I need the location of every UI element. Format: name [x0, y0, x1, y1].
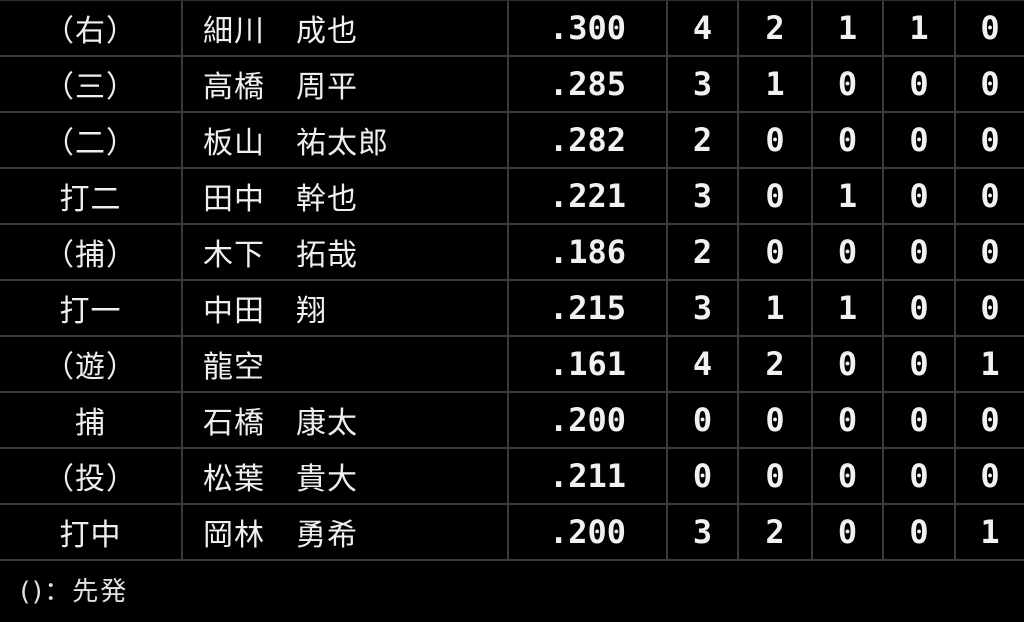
- stat-cell: 1: [739, 57, 811, 111]
- stat-cell: 0: [739, 449, 811, 503]
- stat-cell: 3: [668, 57, 737, 111]
- position-cell: （三）: [0, 57, 181, 111]
- position-cell: （遊）: [0, 337, 181, 391]
- stat-cell: 0: [739, 113, 811, 167]
- stat-cell: 0: [813, 337, 882, 391]
- table-row: 打一 中田 翔 .215 3 1 1 0 0: [0, 281, 1024, 335]
- stat-cell: 0: [813, 505, 882, 559]
- player-name-cell: 高橋 周平: [183, 57, 507, 111]
- batting-lineup-table: （右） 細川 成也 .300 4 2 1 1 0 （三） 高橋 周平 .285 …: [0, 0, 1024, 561]
- position-cell: （右）: [0, 1, 181, 55]
- player-name-cell: 木下 拓哉: [183, 225, 507, 279]
- stat-cell: 0: [884, 449, 954, 503]
- avg-cell: .285: [509, 57, 666, 111]
- position-cell: （捕）: [0, 225, 181, 279]
- stat-cell: 0: [956, 393, 1024, 447]
- stat-cell: 0: [813, 449, 882, 503]
- table-row: （投） 松葉 貴大 .211 0 0 0 0 0: [0, 449, 1024, 503]
- stat-cell: 3: [668, 505, 737, 559]
- stat-cell: 1: [813, 1, 882, 55]
- stat-cell: 0: [668, 449, 737, 503]
- player-name-cell: 岡林 勇希: [183, 505, 507, 559]
- position-cell: （投）: [0, 449, 181, 503]
- stat-cell: 3: [668, 169, 737, 223]
- player-name-cell: 中田 翔: [183, 281, 507, 335]
- player-name-cell: 細川 成也: [183, 1, 507, 55]
- avg-cell: .200: [509, 505, 666, 559]
- stat-cell: 1: [813, 169, 882, 223]
- stat-cell: 3: [668, 281, 737, 335]
- stat-cell: 0: [884, 113, 954, 167]
- avg-cell: .282: [509, 113, 666, 167]
- stat-cell: 1: [956, 337, 1024, 391]
- position-cell: 捕: [0, 393, 181, 447]
- stat-cell: 0: [956, 281, 1024, 335]
- avg-cell: .200: [509, 393, 666, 447]
- avg-cell: .161: [509, 337, 666, 391]
- starter-legend-note: ()：先発: [20, 577, 129, 607]
- avg-cell: .215: [509, 281, 666, 335]
- stat-cell: 0: [884, 57, 954, 111]
- table-row: （遊） 龍空 .161 4 2 0 0 1: [0, 337, 1024, 391]
- avg-cell: .221: [509, 169, 666, 223]
- stat-cell: 0: [813, 393, 882, 447]
- position-cell: 打一: [0, 281, 181, 335]
- table-row: （右） 細川 成也 .300 4 2 1 1 0: [0, 1, 1024, 55]
- avg-cell: .211: [509, 449, 666, 503]
- stat-cell: 0: [813, 57, 882, 111]
- stat-cell: 4: [668, 1, 737, 55]
- stat-cell: 2: [739, 1, 811, 55]
- stat-cell: 2: [668, 225, 737, 279]
- stat-cell: 0: [884, 393, 954, 447]
- stat-cell: 0: [813, 113, 882, 167]
- position-cell: 打中: [0, 505, 181, 559]
- player-name-cell: 松葉 貴大: [183, 449, 507, 503]
- stat-cell: 0: [956, 1, 1024, 55]
- stat-cell: 1: [884, 1, 954, 55]
- stat-cell: 0: [884, 281, 954, 335]
- table-row: 打二 田中 幹也 .221 3 0 1 0 0: [0, 169, 1024, 223]
- stat-cell: 0: [884, 169, 954, 223]
- stat-cell: 0: [884, 505, 954, 559]
- stat-cell: 1: [739, 281, 811, 335]
- table-row: （捕） 木下 拓哉 .186 2 0 0 0 0: [0, 225, 1024, 279]
- stat-cell: 0: [884, 225, 954, 279]
- stat-cell: 4: [668, 337, 737, 391]
- stat-cell: 1: [956, 505, 1024, 559]
- stat-cell: 0: [813, 225, 882, 279]
- stat-cell: 0: [956, 449, 1024, 503]
- table-row: 捕 石橋 康太 .200 0 0 0 0 0: [0, 393, 1024, 447]
- stat-cell: 0: [739, 225, 811, 279]
- table-row: （二） 板山 祐太郎 .282 2 0 0 0 0: [0, 113, 1024, 167]
- table-row: 打中 岡林 勇希 .200 3 2 0 0 1: [0, 505, 1024, 559]
- stat-cell: 0: [956, 113, 1024, 167]
- stat-cell: 0: [956, 225, 1024, 279]
- stat-cell: 0: [956, 57, 1024, 111]
- stat-cell: 0: [668, 393, 737, 447]
- player-name-cell: 板山 祐太郎: [183, 113, 507, 167]
- table-row: （三） 高橋 周平 .285 3 1 0 0 0: [0, 57, 1024, 111]
- player-name-cell: 石橋 康太: [183, 393, 507, 447]
- stat-cell: 0: [884, 337, 954, 391]
- stat-cell: 2: [668, 113, 737, 167]
- avg-cell: .300: [509, 1, 666, 55]
- stat-cell: 2: [739, 505, 811, 559]
- stat-cell: 0: [739, 169, 811, 223]
- position-cell: 打二: [0, 169, 181, 223]
- player-name-cell: 田中 幹也: [183, 169, 507, 223]
- stat-cell: 0: [956, 169, 1024, 223]
- avg-cell: .186: [509, 225, 666, 279]
- stat-cell: 1: [813, 281, 882, 335]
- stat-cell: 0: [739, 393, 811, 447]
- position-cell: （二）: [0, 113, 181, 167]
- stat-cell: 2: [739, 337, 811, 391]
- player-name-cell: 龍空: [183, 337, 507, 391]
